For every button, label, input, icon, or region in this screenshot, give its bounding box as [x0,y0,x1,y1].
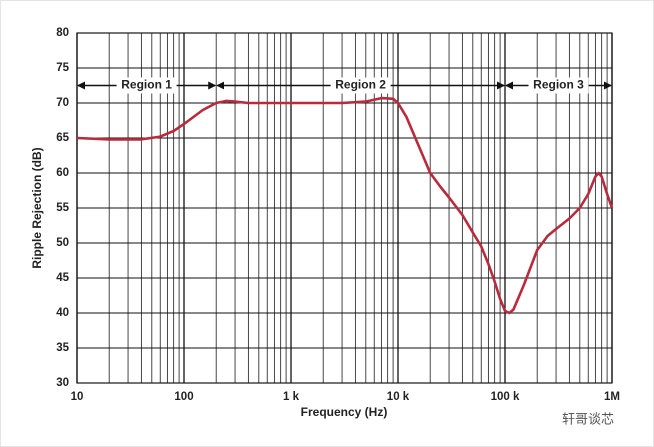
y-tick-label: 55 [56,202,69,214]
x-tick-label: 1M [604,391,620,403]
region-label: Region 1 [121,78,172,92]
y-tick-label: 35 [56,342,69,354]
y-tick-label: 60 [56,167,69,179]
region-label: Region 2 [335,78,386,92]
y-tick-label: 40 [56,307,69,319]
y-axis-title: Ripple Rejection (dB) [30,147,44,268]
x-tick-label: 10 k [387,391,410,403]
data-line [76,96,614,315]
x-axis-title: Frequency (Hz) [301,405,388,419]
region-label: Region 3 [533,78,584,92]
y-tick-label: 45 [56,272,69,284]
x-tick-label: 1 k [283,391,300,403]
y-tick-label: 80 [56,27,69,39]
x-tick-label: 100 [174,391,193,403]
region-label-bg [330,77,391,94]
y-tick-label: 30 [56,377,69,389]
y-tick-label: 65 [56,132,69,144]
x-tick-label: 10 [71,391,84,403]
region-label-bg [528,77,589,94]
region-label-bg [116,77,177,94]
y-tick-label: 75 [56,62,69,74]
y-tick-label: 70 [56,97,69,109]
x-tick-label: 100 k [491,391,520,403]
y-tick-label: 50 [56,237,69,249]
watermark: 轩哥谈芯 [562,411,614,426]
